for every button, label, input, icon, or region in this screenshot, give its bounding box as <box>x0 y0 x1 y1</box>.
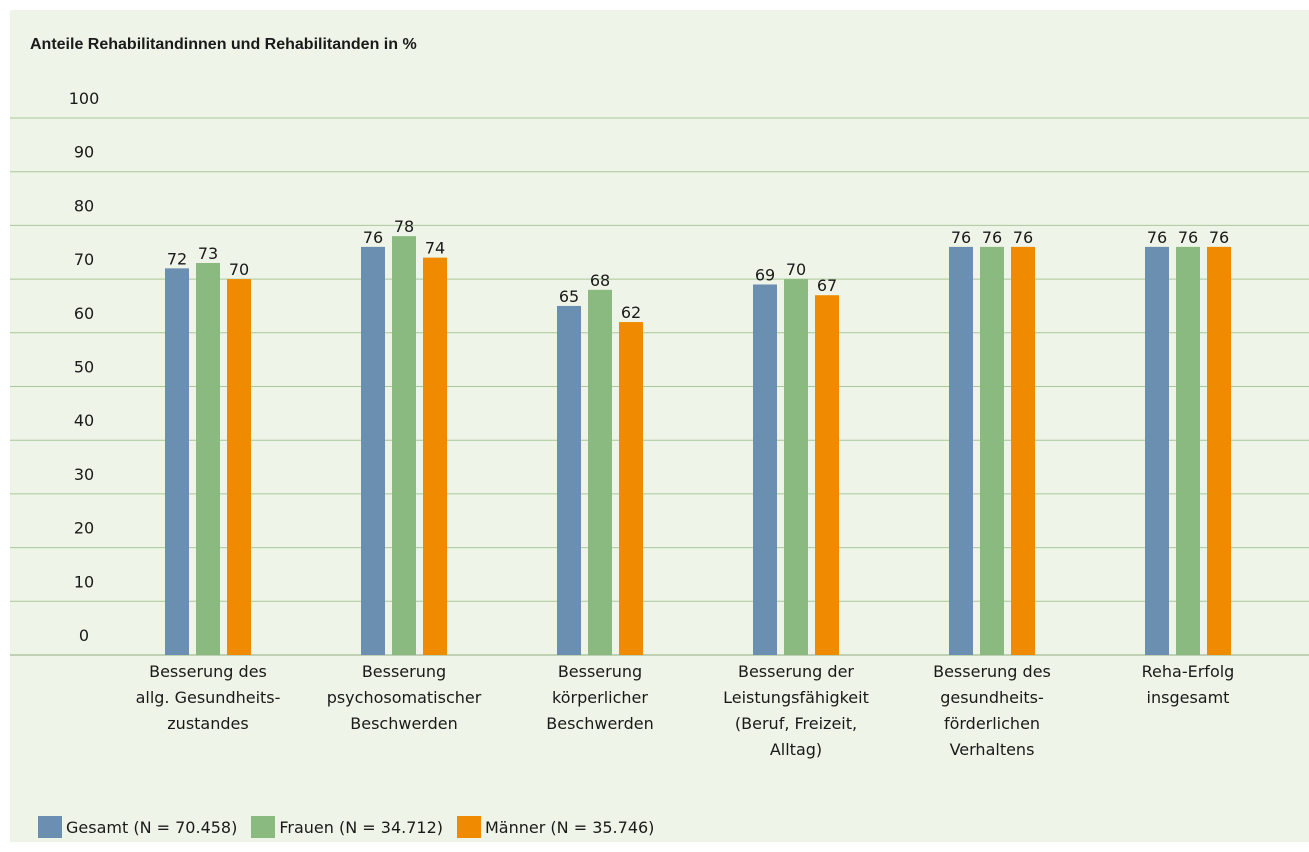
bar <box>1011 246 1035 655</box>
data-label: 76 <box>363 228 383 247</box>
bar <box>949 246 973 655</box>
y-tick-label: 10 <box>74 572 94 591</box>
data-label: 74 <box>425 239 445 258</box>
data-label: 69 <box>755 265 775 284</box>
chart-panel <box>10 10 1309 842</box>
y-tick-label: 100 <box>69 89 100 108</box>
category-label: Besserung des <box>149 662 267 681</box>
category-label: körperlicher <box>552 688 648 707</box>
bar <box>980 246 1004 655</box>
data-label: 76 <box>1013 228 1033 247</box>
legend-item: Gesamt (N = 70.458) <box>38 816 237 838</box>
bars <box>165 236 1231 655</box>
legend-item: Frauen (N = 34.712) <box>251 816 443 838</box>
y-tick-label: 40 <box>74 411 94 430</box>
data-label: 70 <box>786 260 806 279</box>
category-label: gesundheits- <box>940 688 1044 707</box>
bar <box>361 246 385 655</box>
y-tick-label: 30 <box>74 465 94 484</box>
bar <box>784 279 808 655</box>
legend: Gesamt (N = 70.458) Frauen (N = 34.712) Mä… <box>38 816 668 838</box>
category-label: Besserung <box>558 662 642 681</box>
y-tick-label: 0 <box>79 626 89 645</box>
legend-label: Frauen (N = 34.712) <box>279 817 443 837</box>
data-label: 76 <box>982 228 1002 247</box>
category-label: Besserung <box>362 662 446 681</box>
data-label: 70 <box>229 260 249 279</box>
category-label: psychosomatischer <box>327 688 482 707</box>
legend-swatch <box>457 816 481 838</box>
y-tick-label: 80 <box>74 196 94 215</box>
bar <box>1145 246 1169 655</box>
category-label: insgesamt <box>1147 688 1230 707</box>
data-label: 76 <box>1178 228 1198 247</box>
category-label: (Beruf, Freizeit, <box>735 714 857 733</box>
legend-label: Männer (N = 35.746) <box>485 817 655 837</box>
data-label: 76 <box>951 228 971 247</box>
y-tick-label: 90 <box>74 143 94 162</box>
category-label: Besserung der <box>738 662 854 681</box>
legend-swatch <box>38 816 62 838</box>
bar <box>227 279 251 655</box>
data-label: 65 <box>559 287 579 306</box>
x-axis-categories: Besserung des allg. Gesundheits-zustandes… <box>136 662 1235 759</box>
bar <box>1176 246 1200 655</box>
category-label: Alltag) <box>770 740 822 759</box>
category-label: zustandes <box>167 714 248 733</box>
bar <box>1207 246 1231 655</box>
category-label: Verhaltens <box>950 740 1035 759</box>
legend-swatch <box>251 816 276 838</box>
legend-label: Gesamt (N = 70.458) <box>66 817 238 837</box>
category-label: Besserung des <box>933 662 1051 681</box>
category-label: Leistungsfähigkeit <box>723 688 869 707</box>
category-label: allg. Gesundheits- <box>136 688 281 707</box>
category-label: förderlichen <box>944 714 1040 733</box>
bar <box>619 322 643 655</box>
category-label: Beschwerden <box>350 714 457 733</box>
category-label: Reha-Erfolg <box>1142 662 1235 681</box>
data-label: 78 <box>394 217 414 236</box>
bar <box>588 289 612 655</box>
data-label: 76 <box>1147 228 1167 247</box>
bar <box>392 236 416 655</box>
bar <box>815 295 839 655</box>
data-label: 62 <box>621 303 641 322</box>
bar <box>423 257 447 655</box>
data-label: 68 <box>590 271 610 290</box>
y-axis-ticks: 0 10 20 30 40 50 60 70 80 90 100 <box>69 89 100 645</box>
bar <box>196 262 220 655</box>
bar <box>753 284 777 655</box>
chart-title: Anteile Rehabilitandinnen und Rehabilita… <box>30 36 417 53</box>
legend-item: Männer (N = 35.746) <box>457 816 654 838</box>
y-tick-label: 20 <box>74 519 94 538</box>
bar <box>557 305 581 655</box>
category-label: Beschwerden <box>546 714 653 733</box>
gridlines <box>10 117 1309 656</box>
data-labels: 72 73 70 76 78 74 65 68 62 69 70 67 76 76 76 76 76 76 <box>167 217 1229 322</box>
y-tick-label: 50 <box>74 358 94 377</box>
bar <box>165 268 189 655</box>
y-tick-label: 60 <box>74 304 94 323</box>
data-label: 67 <box>817 276 837 295</box>
data-label: 72 <box>167 249 187 268</box>
y-tick-label: 70 <box>74 250 94 269</box>
data-label: 76 <box>1209 228 1229 247</box>
data-label: 73 <box>198 244 218 263</box>
